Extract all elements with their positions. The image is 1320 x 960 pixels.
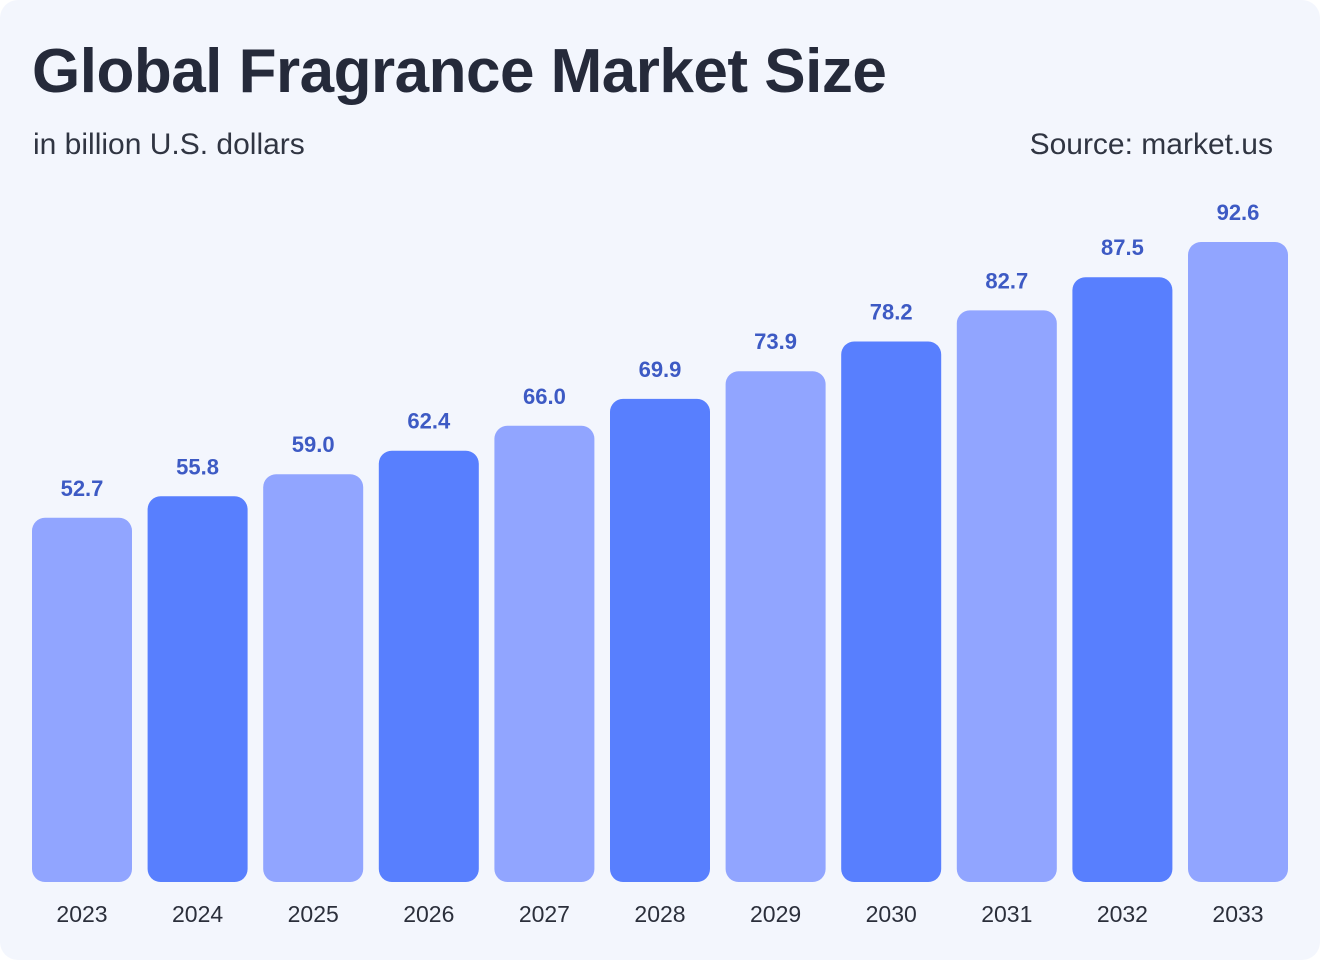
- value-label-2024: 55.8: [176, 454, 219, 479]
- bar-2027: [494, 425, 595, 882]
- x-tick-label-2033: 2033: [1212, 901, 1263, 927]
- bar-2028: [610, 398, 710, 882]
- value-labels-layer: 52.7 55.8 59.0 62.4 66.0 69.9 73.9 78.2 82.7 87.5…: [61, 200, 1260, 501]
- x-axis-tick-labels: 2023 2024 2025 2026 2027 2028 2029 2030 2031 2032…: [56, 901, 1263, 927]
- value-label-2028: 69.9: [639, 357, 682, 382]
- x-tick-label-2025: 2025: [288, 901, 339, 927]
- bar-2023: [32, 517, 132, 882]
- source-note: Source: market.us: [1029, 128, 1273, 161]
- bar-2030: [841, 341, 942, 882]
- value-label-2030: 78.2: [870, 300, 913, 325]
- chart-subtitle: in billion U.S. dollars: [33, 128, 305, 161]
- value-label-2023: 52.7: [61, 476, 104, 501]
- x-tick-label-2024: 2024: [172, 901, 223, 927]
- bars-layer: [32, 242, 1288, 882]
- bar-2033: [1188, 242, 1288, 882]
- x-tick-label-2026: 2026: [403, 901, 454, 927]
- value-label-2029: 73.9: [754, 329, 797, 354]
- value-label-2026: 62.4: [407, 409, 451, 434]
- x-tick-label-2028: 2028: [634, 901, 685, 927]
- value-label-2033: 92.6: [1217, 200, 1260, 225]
- chart-title: Global Fragrance Market Size: [32, 37, 887, 106]
- value-label-2031: 82.7: [985, 268, 1028, 293]
- value-label-2027: 66.0: [523, 384, 566, 409]
- bar-2031: [956, 310, 1057, 882]
- bar-2032: [1072, 277, 1173, 882]
- bar-2029: [725, 371, 826, 882]
- x-tick-label-2027: 2027: [519, 901, 570, 927]
- x-tick-label-2031: 2031: [981, 901, 1032, 927]
- bar-2024: [147, 496, 248, 882]
- x-tick-label-2029: 2029: [750, 901, 801, 927]
- bar-2025: [263, 474, 364, 882]
- bar-2026: [378, 450, 479, 882]
- value-label-2032: 87.5: [1101, 235, 1144, 260]
- x-tick-label-2032: 2032: [1097, 901, 1148, 927]
- x-tick-label-2023: 2023: [56, 901, 107, 927]
- x-tick-label-2030: 2030: [866, 901, 917, 927]
- value-label-2025: 59.0: [292, 432, 335, 457]
